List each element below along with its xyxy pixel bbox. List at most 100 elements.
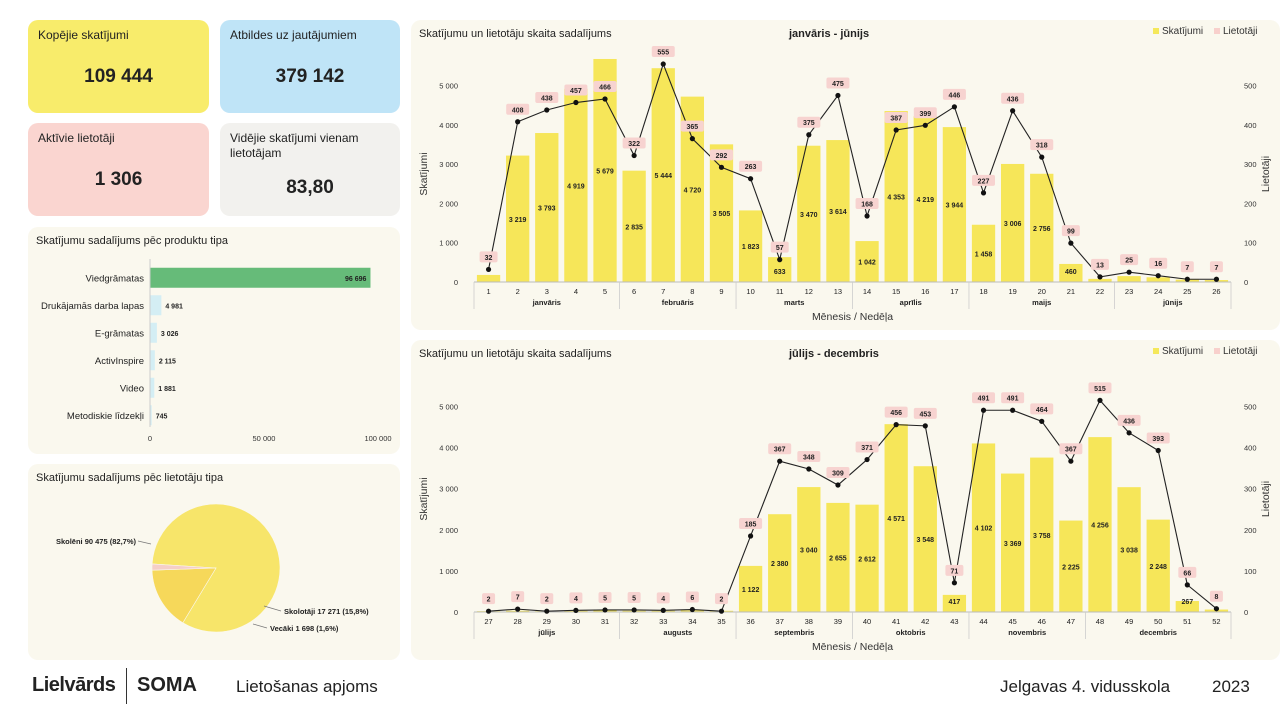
users-point: [1155, 447, 1161, 454]
bar: [855, 504, 879, 612]
views-users-chart-h1: Skatījumi Lietotāji 0 1 000 2 000 3 000 4 000 5…: [418, 26, 1272, 323]
users-label: 466: [599, 84, 611, 91]
users-label: 16: [1154, 261, 1162, 268]
week-label: 30: [572, 617, 580, 626]
users-point: [893, 127, 899, 133]
y-tick-label: 3 000: [439, 160, 458, 169]
week-label: 45: [1008, 617, 1016, 626]
users-label: 456: [890, 410, 902, 417]
product-type-panel: Skatījumu sadalījums pēc produktu tipa V…: [28, 227, 400, 454]
users-label-bg: [714, 593, 728, 605]
users-label-bg: [506, 103, 530, 115]
users-label-bg: [651, 46, 675, 58]
users-label: 365: [687, 124, 699, 131]
bar: [884, 111, 908, 283]
user-type-panel: Skatījumu sadalījums pēc lietotāju tipa …: [28, 464, 400, 660]
y-tick-label: 0: [454, 608, 458, 617]
y2-axis-title: Lietotāji: [1260, 156, 1272, 192]
week-label: 2: [516, 287, 520, 296]
bar-label: 5 444: [654, 173, 672, 180]
week-label: 38: [805, 617, 813, 626]
bar-label: 4 353: [887, 195, 905, 202]
users-label-bg: [627, 591, 641, 603]
users-point: [1039, 154, 1045, 160]
y2-tick-label: 200: [1244, 199, 1257, 208]
bar: [1059, 520, 1083, 612]
bar-label: 4 919: [567, 183, 585, 190]
bar-label: 3 505: [713, 211, 731, 218]
users-label-bg: [972, 392, 996, 404]
leader-line: [252, 623, 268, 629]
users-label: 7: [516, 595, 520, 602]
bar: [797, 145, 821, 282]
bar: [971, 443, 996, 612]
y2-tick-label: 0: [1244, 608, 1248, 617]
users-label: 2: [487, 597, 491, 604]
week-label: 11: [776, 287, 784, 296]
bar-label: 4 219: [917, 197, 935, 204]
bar-label: 3 944: [946, 203, 964, 210]
y2-tick-label: 100: [1244, 567, 1257, 576]
y-tick-label: 1 000: [439, 239, 458, 248]
users-point: [515, 119, 521, 125]
bar-label: 5 679: [596, 168, 614, 175]
y-tick-label: 4 000: [439, 121, 458, 130]
bar-label: 3 548: [917, 537, 935, 544]
users-label: 292: [716, 153, 728, 160]
week-label: 7: [661, 287, 665, 296]
users-label: 7: [1214, 265, 1218, 272]
product-logo: SOMA: [137, 674, 197, 696]
users-label-bg: [1001, 92, 1025, 104]
bar-label: 1 823: [742, 244, 760, 251]
users-label-bg: [1001, 392, 1025, 404]
legend-swatch-users: [1214, 348, 1220, 354]
users-label: 491: [978, 396, 990, 403]
bar-label: 3 614: [829, 209, 847, 216]
users-point: [922, 122, 928, 128]
bar-label: 2 756: [1033, 226, 1051, 233]
bar: [1059, 263, 1083, 282]
week-label: 37: [776, 617, 784, 626]
users-label-bg: [1120, 254, 1139, 266]
chart-title: Skatījumu sadalījums pēc lietotāju tipa: [36, 472, 224, 484]
users-label-bg: [797, 451, 821, 463]
users-label-bg: [540, 593, 554, 605]
users-point: [1126, 269, 1132, 275]
product-type-chart: Viedgrāmatas 96 696 Drukājamās darba lapas…: [41, 259, 392, 443]
month-label: janvāris: [532, 298, 561, 307]
school-name: Jelgavas 4. vidusskola: [1000, 677, 1171, 696]
users-label-bg: [913, 107, 937, 119]
users-label-bg: [685, 591, 699, 603]
week-label: 50: [1154, 617, 1162, 626]
users-point: [485, 608, 492, 614]
week-label: 27: [484, 617, 492, 626]
y2-tick-label: 400: [1244, 121, 1257, 130]
week-label: 16: [921, 287, 929, 296]
week-label: 23: [1125, 287, 1133, 296]
data-label: 2 115: [159, 358, 176, 365]
y-tick-label: 0: [454, 278, 458, 287]
y-axis-title: Skatījumi: [418, 152, 430, 195]
week-label: 46: [1038, 617, 1046, 626]
users-label: 393: [1152, 436, 1164, 443]
users-point: [602, 607, 608, 613]
category-label: Video: [120, 383, 144, 394]
users-label-bg: [482, 593, 496, 605]
bar: [150, 295, 162, 316]
users-label: 13: [1096, 262, 1104, 269]
y-tick-label: 4 000: [439, 444, 458, 453]
bar: [1030, 173, 1054, 282]
week-label: 14: [863, 287, 871, 296]
users-point: [1068, 458, 1074, 464]
pie-label: Skolēni 90 475 (82,7%): [56, 537, 137, 546]
bar: [476, 274, 501, 282]
users-label: 438: [541, 95, 553, 102]
users-label-bg: [564, 84, 588, 96]
users-label-bg: [511, 591, 525, 603]
week-label: 39: [834, 617, 842, 626]
users-point: [689, 606, 695, 613]
y-axis-title: Skatījumi: [418, 477, 430, 520]
users-label: 436: [1007, 96, 1019, 103]
legend-label: Lietotāji: [1223, 26, 1257, 37]
users-label-bg: [1061, 225, 1080, 237]
